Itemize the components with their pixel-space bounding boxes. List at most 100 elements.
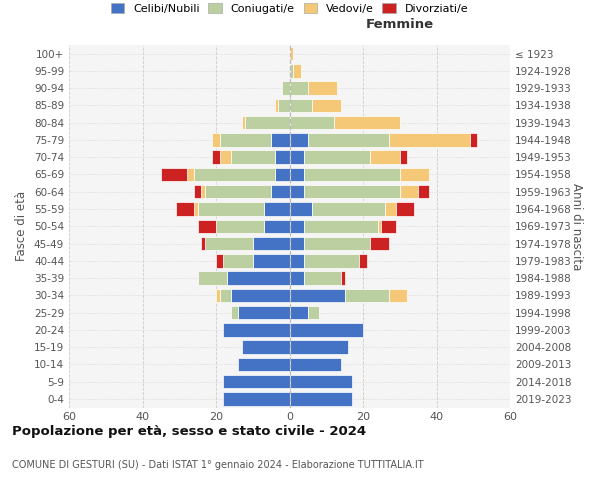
Bar — [197, 272, 227, 285]
Bar — [290, 340, 348, 354]
Bar — [290, 133, 308, 146]
Bar — [194, 202, 197, 215]
Bar — [290, 375, 352, 388]
Bar — [304, 254, 359, 268]
Bar — [220, 288, 230, 302]
Bar — [311, 202, 385, 215]
Bar — [290, 254, 304, 268]
Bar — [400, 150, 407, 164]
Bar — [290, 323, 363, 336]
Bar — [304, 185, 400, 198]
Bar — [216, 220, 264, 233]
Bar — [304, 220, 378, 233]
Bar — [293, 64, 301, 78]
Bar — [290, 272, 304, 285]
Bar — [238, 358, 290, 371]
Bar — [202, 237, 205, 250]
Bar — [290, 82, 308, 95]
Bar — [304, 150, 370, 164]
Bar — [205, 185, 271, 198]
Bar — [290, 150, 304, 164]
Bar — [370, 237, 389, 250]
Bar — [389, 133, 470, 146]
Bar — [194, 168, 275, 181]
Bar — [359, 254, 367, 268]
Bar — [290, 202, 311, 215]
Y-axis label: Anni di nascita: Anni di nascita — [570, 182, 583, 270]
Bar — [290, 47, 293, 60]
Bar — [238, 306, 290, 320]
Bar — [370, 150, 400, 164]
Bar — [334, 116, 400, 130]
Legend: Celibi/Nubili, Coniugati/e, Vedovi/e, Divorziati/e: Celibi/Nubili, Coniugati/e, Vedovi/e, Di… — [110, 4, 469, 14]
Bar — [197, 220, 216, 233]
Bar — [275, 168, 290, 181]
Bar — [290, 98, 311, 112]
Bar — [308, 133, 389, 146]
Bar — [304, 168, 400, 181]
Bar — [212, 150, 220, 164]
Bar — [245, 116, 290, 130]
Bar — [290, 306, 308, 320]
Bar — [290, 168, 304, 181]
Bar — [290, 358, 341, 371]
Bar — [271, 185, 290, 198]
Bar — [202, 185, 205, 198]
Bar — [396, 202, 415, 215]
Bar — [231, 306, 238, 320]
Bar — [344, 288, 389, 302]
Bar — [242, 116, 245, 130]
Bar — [176, 202, 194, 215]
Bar — [194, 185, 202, 198]
Bar — [212, 133, 220, 146]
Bar — [253, 254, 290, 268]
Bar — [223, 323, 290, 336]
Bar — [223, 375, 290, 388]
Bar — [275, 150, 290, 164]
Bar — [341, 272, 344, 285]
Bar — [304, 237, 370, 250]
Bar — [290, 220, 304, 233]
Bar — [223, 392, 290, 406]
Bar — [275, 98, 278, 112]
Bar — [161, 168, 187, 181]
Y-axis label: Fasce di età: Fasce di età — [16, 191, 28, 262]
Bar — [311, 98, 341, 112]
Bar — [253, 237, 290, 250]
Text: COMUNE DI GESTURI (SU) - Dati ISTAT 1° gennaio 2024 - Elaborazione TUTTITALIA.IT: COMUNE DI GESTURI (SU) - Dati ISTAT 1° g… — [12, 460, 424, 470]
Bar — [290, 392, 352, 406]
Bar — [216, 288, 220, 302]
Bar — [271, 133, 290, 146]
Bar — [230, 288, 290, 302]
Bar — [216, 254, 223, 268]
Bar — [231, 150, 275, 164]
Bar — [197, 202, 264, 215]
Text: Femmine: Femmine — [365, 18, 434, 30]
Bar — [278, 98, 290, 112]
Bar — [304, 272, 341, 285]
Bar — [290, 116, 334, 130]
Bar — [220, 150, 230, 164]
Bar — [223, 254, 253, 268]
Bar — [290, 64, 293, 78]
Bar — [400, 168, 429, 181]
Bar — [389, 288, 407, 302]
Bar — [382, 220, 396, 233]
Bar — [308, 306, 319, 320]
Bar — [187, 168, 194, 181]
Text: Popolazione per età, sesso e stato civile - 2024: Popolazione per età, sesso e stato civil… — [12, 425, 366, 438]
Bar — [385, 202, 396, 215]
Bar — [290, 185, 304, 198]
Bar — [290, 288, 344, 302]
Bar — [470, 133, 477, 146]
Bar — [227, 272, 290, 285]
Bar — [418, 185, 429, 198]
Bar — [264, 220, 290, 233]
Bar — [400, 185, 418, 198]
Bar — [205, 237, 253, 250]
Bar — [242, 340, 290, 354]
Bar — [220, 133, 271, 146]
Bar — [378, 220, 382, 233]
Bar — [282, 82, 290, 95]
Bar — [308, 82, 337, 95]
